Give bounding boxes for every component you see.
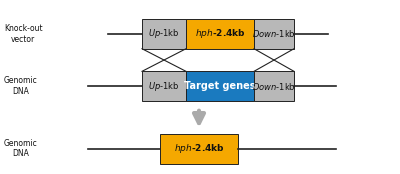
Text: Genomic
DNA: Genomic DNA xyxy=(4,139,38,159)
Bar xyxy=(186,19,254,49)
Text: Knock-out
vector: Knock-out vector xyxy=(4,24,43,44)
Text: $\it{Down}$-1kb: $\it{Down}$-1kb xyxy=(252,28,296,39)
Bar xyxy=(254,71,294,101)
Text: Genomic
DNA: Genomic DNA xyxy=(4,76,38,96)
Bar xyxy=(186,71,254,101)
Bar xyxy=(160,134,238,164)
Bar xyxy=(142,71,186,101)
Text: $\it{Up}$-1kb: $\it{Up}$-1kb xyxy=(148,27,180,40)
Text: Target genes: Target genes xyxy=(184,81,256,91)
Bar xyxy=(142,19,186,49)
Bar xyxy=(254,19,294,49)
Text: $\it{hph}$-2.4kb: $\it{hph}$-2.4kb xyxy=(194,27,246,40)
Text: $\it{Down}$-1kb: $\it{Down}$-1kb xyxy=(252,81,296,92)
Text: $\it{Up}$-1kb: $\it{Up}$-1kb xyxy=(148,80,180,93)
Text: $\it{hph}$-2.4kb: $\it{hph}$-2.4kb xyxy=(174,142,224,155)
